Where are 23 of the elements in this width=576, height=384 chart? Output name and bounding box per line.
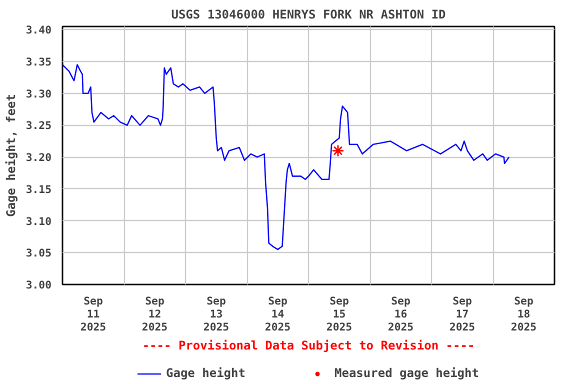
x-tick-label: Sep 18 2025	[510, 294, 537, 334]
y-tick-label: 3.40	[26, 24, 52, 37]
y-tick-label: 3.00	[26, 278, 52, 292]
y-tick-label: 3.30	[26, 87, 52, 100]
x-tick-label: Sep 16 2025	[388, 294, 414, 334]
x-tick-label: Sep 14 2025	[264, 294, 291, 334]
line-series	[62, 64, 510, 250]
y-tick-label: 3.35	[26, 56, 52, 69]
chart-title: USGS 13046000 HENRYS FORK NR ASHTON ID	[171, 8, 446, 22]
legend-label: Measured gage height	[334, 366, 479, 380]
y-tick-label: 3.15	[26, 182, 52, 196]
x-tick-label: Sep 11 2025	[80, 294, 106, 334]
x-tick-label: Sep 12 2025	[142, 294, 168, 334]
x-tick-label: Sep 15 2025	[326, 294, 352, 334]
y-axis-title: Gage height, feet	[4, 94, 18, 217]
y-tick-label: 3.20	[26, 151, 52, 164]
y-tick-label: 3.10	[26, 214, 52, 228]
y-tick-label: 3.05	[26, 246, 52, 260]
legend-label: Gage height	[166, 366, 246, 380]
x-tick-label: Sep 13 2025	[203, 294, 230, 334]
y-tick-label: 3.25	[26, 119, 52, 132]
x-tick-label: Sep 17 2025	[449, 294, 476, 334]
text: ---- Provisional Data Subject to Revision ----	[142, 338, 475, 353]
